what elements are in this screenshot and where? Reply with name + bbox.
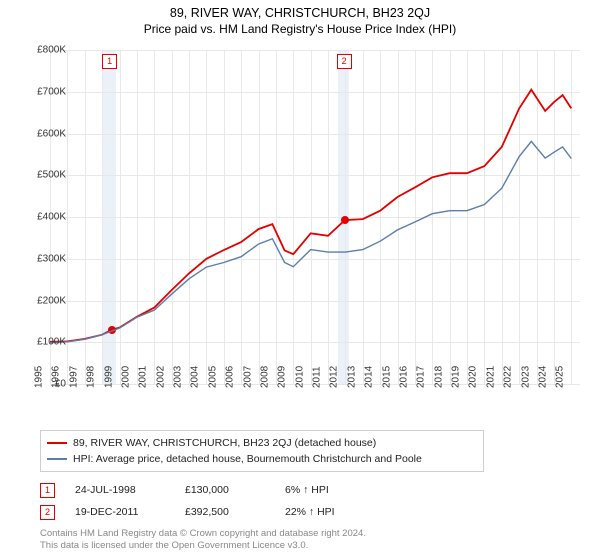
legend-swatch <box>47 458 67 460</box>
legend-label: HPI: Average price, detached house, Bour… <box>73 453 422 465</box>
x-tick-label: 2004 <box>190 366 201 388</box>
x-tick-label: 2021 <box>485 366 496 388</box>
x-tick-label: 2008 <box>259 366 270 388</box>
x-tick-label: 2023 <box>520 366 531 388</box>
x-tick-label: 2001 <box>138 366 149 388</box>
x-tick-label: 2014 <box>364 366 375 388</box>
x-tick-label: 2022 <box>503 366 514 388</box>
sales-row: 1 24-JUL-1998 £130,000 6% ↑ HPI <box>40 480 584 500</box>
x-tick-label: 2019 <box>451 366 462 388</box>
x-tick-label: 2006 <box>225 366 236 388</box>
legend: 89, RIVER WAY, CHRISTCHURCH, BH23 2QJ (d… <box>40 430 584 553</box>
x-tick-label: 2011 <box>312 366 323 388</box>
x-tick-label: 1995 <box>34 366 45 388</box>
copyright-note: Contains HM Land Registry data © Crown c… <box>40 528 584 553</box>
chart-container: 89, RIVER WAY, CHRISTCHURCH, BH23 2QJ Pr… <box>0 0 600 560</box>
x-tick-label: 2024 <box>537 366 548 388</box>
sales-row: 2 19-DEC-2011 £392,500 22% ↑ HPI <box>40 502 584 522</box>
y-tick-label: £100K <box>18 337 66 348</box>
x-tick-label: 1999 <box>103 366 114 388</box>
x-tick-label: 2000 <box>120 366 131 388</box>
x-tick-label: 1996 <box>51 366 62 388</box>
title-sub: Price paid vs. HM Land Registry's House … <box>0 22 600 36</box>
sale-price: £392,500 <box>185 506 265 518</box>
x-tick-label: 2020 <box>468 366 479 388</box>
x-tick-label: 2017 <box>416 366 427 388</box>
chart-plot-area: 12 <box>50 50 580 384</box>
legend-row: HPI: Average price, detached house, Bour… <box>47 451 477 467</box>
x-tick-label: 2003 <box>173 366 184 388</box>
sale-date: 24-JUL-1998 <box>75 484 165 496</box>
x-tick-label: 2012 <box>329 366 340 388</box>
x-tick-label: 2009 <box>277 366 288 388</box>
x-tick-label: 2015 <box>381 366 392 388</box>
sale-marker-icon: 2 <box>40 505 55 520</box>
sale-date: 19-DEC-2011 <box>75 506 165 518</box>
y-tick-label: £300K <box>18 253 66 264</box>
x-tick-label: 2002 <box>155 366 166 388</box>
x-tick-label: 2025 <box>555 366 566 388</box>
x-tick-label: 2010 <box>294 366 305 388</box>
sale-marker-icon: 1 <box>40 483 55 498</box>
legend-swatch <box>47 442 67 444</box>
x-tick-label: 2018 <box>433 366 444 388</box>
x-tick-label: 2016 <box>398 366 409 388</box>
legend-series-box: 89, RIVER WAY, CHRISTCHURCH, BH23 2QJ (d… <box>40 430 484 472</box>
y-tick-label: £800K <box>18 45 66 56</box>
x-tick-label: 1997 <box>68 366 79 388</box>
sale-vs-hpi: 6% ↑ HPI <box>285 484 329 496</box>
title-block: 89, RIVER WAY, CHRISTCHURCH, BH23 2QJ Pr… <box>0 0 600 36</box>
sale-vs-hpi: 22% ↑ HPI <box>285 506 335 518</box>
y-tick-label: £700K <box>18 86 66 97</box>
y-tick-label: £600K <box>18 128 66 139</box>
y-tick-label: £200K <box>18 295 66 306</box>
x-tick-label: 2005 <box>207 366 218 388</box>
chart-lines <box>50 50 580 384</box>
x-tick-label: 2013 <box>346 366 357 388</box>
title-main: 89, RIVER WAY, CHRISTCHURCH, BH23 2QJ <box>0 6 600 20</box>
legend-row: 89, RIVER WAY, CHRISTCHURCH, BH23 2QJ (d… <box>47 435 477 451</box>
y-tick-label: £400K <box>18 212 66 223</box>
legend-label: 89, RIVER WAY, CHRISTCHURCH, BH23 2QJ (d… <box>73 437 376 449</box>
x-tick-label: 2007 <box>242 366 253 388</box>
sale-price: £130,000 <box>185 484 265 496</box>
x-tick-label: 1998 <box>86 366 97 388</box>
y-tick-label: £500K <box>18 170 66 181</box>
sales-table: 1 24-JUL-1998 £130,000 6% ↑ HPI 2 19-DEC… <box>40 480 584 522</box>
